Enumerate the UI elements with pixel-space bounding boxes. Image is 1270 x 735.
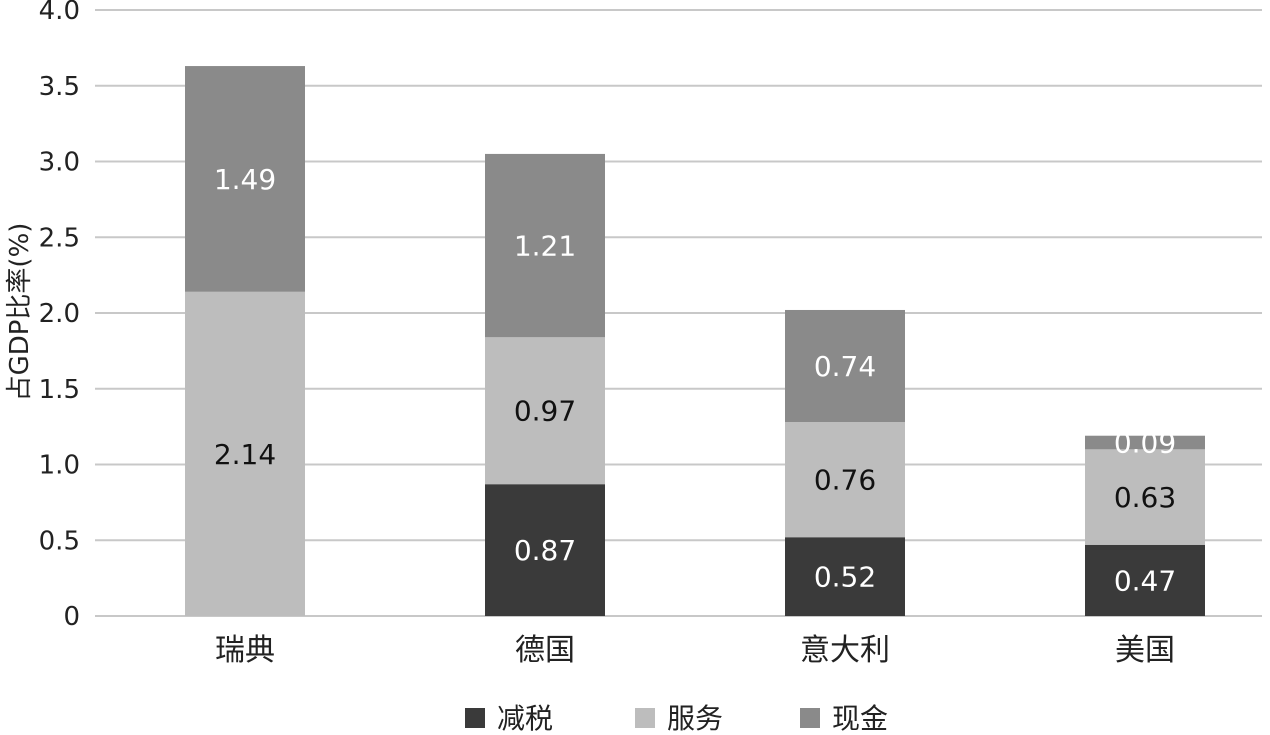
legend: 减税 服务 现金 <box>465 702 888 735</box>
y-axis-label: 占GDP比率(%) <box>5 223 35 402</box>
data-label: 1.21 <box>514 230 576 263</box>
legend-label: 减税 <box>497 702 553 735</box>
data-label: 0.63 <box>1114 481 1176 514</box>
bar-segment <box>785 537 905 616</box>
y-tick-label: 4.0 <box>39 0 80 26</box>
data-label: 0.52 <box>814 561 876 594</box>
y-tick-label: 2.0 <box>39 299 80 329</box>
data-labels: 2.14 1.49 0.87 0.97 1.21 0.52 0.76 0.74 0.47 0.63… <box>214 163 1176 597</box>
y-tick-label: 3.0 <box>39 148 80 178</box>
legend-swatch <box>465 708 485 728</box>
bar-segment <box>1085 449 1205 545</box>
y-tick-label: 0 <box>63 602 80 632</box>
bar-segment <box>785 422 905 538</box>
bar-segment <box>1085 544 1205 616</box>
data-label: 2.14 <box>214 438 276 471</box>
y-tick-label: 1.5 <box>39 375 80 405</box>
bar-segment <box>185 291 305 616</box>
x-category-label: 意大利 <box>800 633 890 668</box>
y-tick-label: 0.5 <box>39 526 80 556</box>
data-label: 0.74 <box>814 350 876 383</box>
y-tick-label: 3.5 <box>39 72 80 102</box>
data-label: 0.09 <box>1114 427 1176 460</box>
bar-segment <box>785 309 905 423</box>
x-category-label: 瑞典 <box>215 633 275 668</box>
data-label: 0.87 <box>514 534 576 567</box>
bar-segment <box>485 153 605 338</box>
y-tick-label: 2.5 <box>39 223 80 253</box>
bar-segment <box>1085 435 1205 450</box>
data-label: 0.76 <box>814 464 876 497</box>
bar-segment <box>485 337 605 485</box>
legend-swatch <box>800 708 820 728</box>
data-label: 1.49 <box>214 163 276 196</box>
y-tick-label: 1.0 <box>39 451 80 481</box>
data-label: 0.47 <box>1114 564 1176 597</box>
legend-label: 服务 <box>667 702 723 735</box>
bar-segment <box>185 66 305 292</box>
x-category-label: 美国 <box>1115 633 1175 668</box>
data-label: 0.97 <box>514 395 576 428</box>
x-category-label: 德国 <box>515 633 575 668</box>
bars <box>185 66 1205 616</box>
legend-swatch <box>635 708 655 728</box>
bar-segment <box>485 484 605 616</box>
legend-label: 现金 <box>832 702 888 735</box>
x-axis-categories: 瑞典 德国 意大利 美国 <box>215 633 1175 668</box>
y-axis-ticks: 0 0.5 1.0 1.5 2.0 2.5 3.0 3.5 4.0 <box>39 0 80 632</box>
